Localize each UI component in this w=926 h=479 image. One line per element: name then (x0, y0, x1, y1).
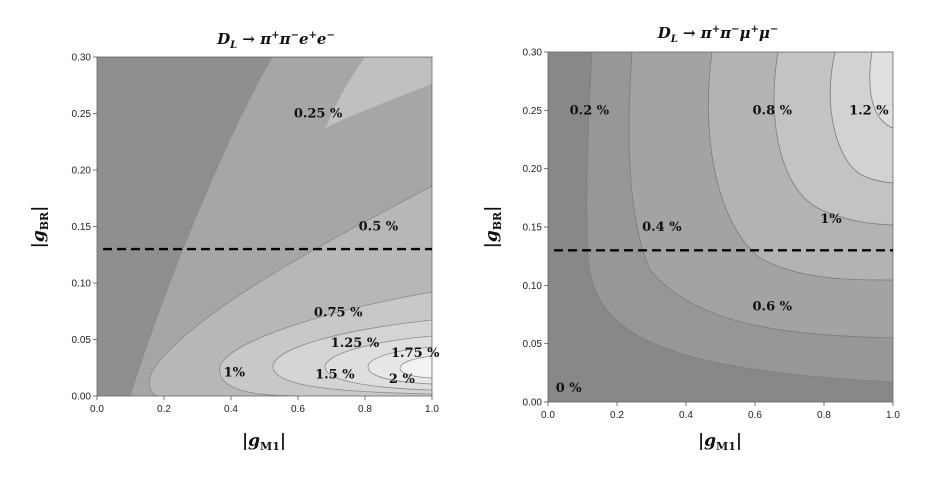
right-contour-label: 0.4 % (642, 220, 682, 235)
left-contour-line-1 (272, 319, 432, 395)
right-contour-label: 0 % (556, 381, 583, 396)
left-contour-label: 1.5 % (315, 368, 355, 383)
right-contour-line-08 (773, 52, 893, 226)
right-x-tick-label: 0.8 (817, 410, 831, 421)
left-contour-fills (97, 57, 432, 396)
right-contour-label: 1.2 % (849, 103, 889, 118)
right-contour-line-1 (829, 52, 893, 184)
right-contour-line-0 (586, 52, 893, 383)
left-y-tick-label: 0.20 (72, 166, 92, 177)
left-contour-label: 2 % (389, 372, 416, 387)
right-x-tick-label: 0.4 (679, 410, 693, 421)
left-x-tick-label: 0.6 (291, 404, 305, 415)
left-y-axis-label: |gBR| (29, 206, 51, 249)
left-contour-line-025 (129, 57, 273, 396)
left-contour-line-075 (219, 291, 432, 396)
right-region-0 (548, 52, 893, 402)
left-y-ticks: 0.00 0.05 0.10 0.15 0.20 0.25 0.30 (72, 53, 97, 403)
right-x-tick-label: 0.0 (541, 410, 555, 421)
right-x-tick-label: 0.6 (748, 410, 762, 421)
right-contour-fills (548, 52, 893, 402)
left-x-tick-label: 0.0 (90, 404, 104, 415)
left-x-axis-label: |gM1| (242, 431, 286, 453)
right-contour-line-04 (628, 52, 893, 339)
left-y-tick-label: 0.25 (72, 109, 92, 120)
right-panel: DL → π+π−μ+μ− 0.0 0.2 0.4 0.6 0.8 1.0 0.000.0… (482, 24, 900, 453)
left-x-ticks: 0.0 0.2 0.4 0.6 0.8 1.0 (90, 396, 439, 415)
left-contour-line-125 (324, 335, 432, 391)
left-contour-lines (129, 57, 432, 396)
right-y-tick-label: 0.30 (523, 48, 543, 59)
right-y-tick-label: 0.25 (523, 106, 543, 117)
left-x-tick-label: 0.4 (224, 404, 238, 415)
left-y-tick-label: 0.10 (72, 279, 92, 290)
left-x-tick-label: 0.8 (358, 404, 372, 415)
left-contour-label: 1.25 % (331, 336, 380, 351)
left-contour-labels: 0.25 % 0.5 % 0.75 % 1.25 % 1.75 % 1% 1.5 % 2 % (224, 107, 441, 388)
left-x-tick-label: 0.2 (157, 404, 171, 415)
right-title: DL → π+π−μ+μ− (657, 24, 779, 45)
right-y-ticks: 0.00 0.05 0.10 0.15 0.20 0.25 0.30 (523, 48, 548, 409)
right-region-12 (869, 52, 893, 128)
left-contour-label: 0.75 % (314, 305, 363, 320)
left-y-tick-label: 0.30 (72, 53, 92, 64)
right-y-tick-label: 0.05 (523, 339, 543, 350)
right-y-tick-label: 0.15 (523, 223, 543, 234)
left-panel: DL → π+π−e+e− 0.0 0.2 0.4 0.6 0.8 1.0 0.000.0… (29, 30, 440, 453)
right-contour-line-12 (869, 52, 893, 129)
right-y-tick-label: 0.10 (523, 281, 543, 292)
left-contour-label: 0.25 % (294, 107, 343, 122)
left-contour-line-2 (399, 355, 432, 379)
left-contour-line-15 (367, 346, 432, 385)
right-contour-label: 0.6 % (753, 299, 793, 314)
right-x-tick-label: 1.0 (886, 410, 900, 421)
left-y-tick-label: 0.15 (72, 222, 92, 233)
left-contour-label: 0.5 % (359, 220, 399, 235)
left-x-tick-label: 1.0 (425, 404, 439, 415)
left-title: DL → π+π−e+e− (216, 30, 335, 51)
left-contour-line-05 (148, 185, 432, 396)
right-x-axis-label: |gM1| (698, 431, 742, 453)
left-contour-label: 1.75 % (391, 346, 440, 361)
right-contour-label: 0.8 % (753, 103, 793, 118)
right-contour-label: 1% (820, 212, 842, 227)
right-x-ticks: 0.0 0.2 0.4 0.6 0.8 1.0 (541, 402, 900, 421)
right-contour-labels: 0.2 % 0.8 % 1.2 % 0.4 % 1% 0.6 % 0 % (556, 103, 890, 396)
right-y-axis-label: |gBR| (482, 206, 504, 249)
left-y-tick-label: 0.00 (72, 392, 92, 403)
right-y-tick-label: 0.20 (523, 164, 543, 175)
left-contour-label: 1% (224, 365, 246, 380)
right-y-tick-label: 0.00 (523, 398, 543, 409)
left-y-tick-label: 0.05 (72, 335, 92, 346)
right-x-tick-label: 0.2 (610, 410, 624, 421)
right-contour-label: 0.2 % (570, 103, 610, 118)
left-region-0 (97, 57, 272, 396)
